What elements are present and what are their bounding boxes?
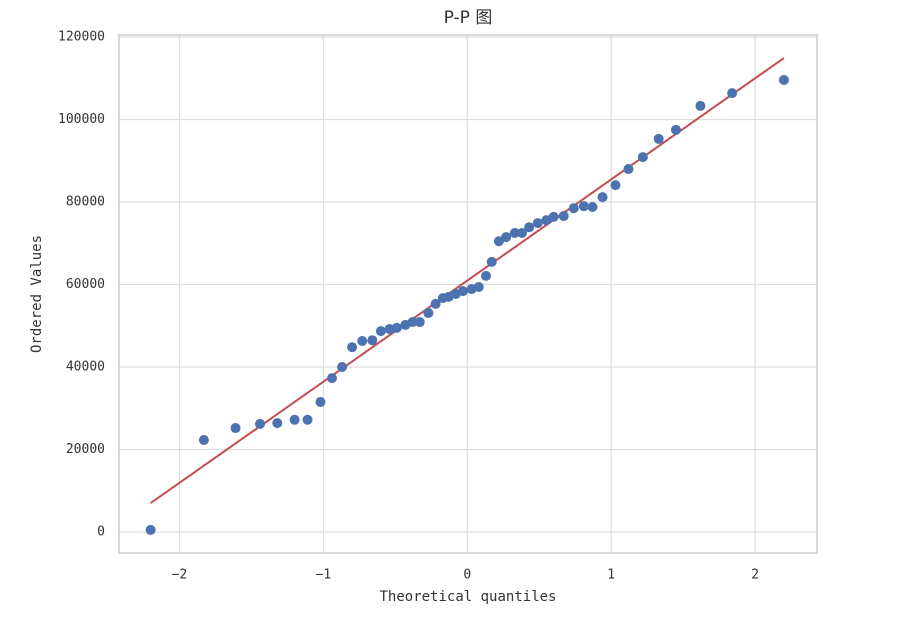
data-point [407,317,418,328]
data-point [230,423,241,434]
chart-title: P-P 图 [444,8,493,28]
data-point [391,322,402,333]
data-point [610,180,621,191]
data-point [695,100,706,111]
data-point [637,152,648,163]
data-point [430,298,441,309]
y-tick-label: 60000 [66,277,105,292]
data-point [653,133,664,144]
data-point [326,373,337,384]
data-point [516,227,527,238]
data-point [302,414,313,425]
data-point [532,218,543,229]
data-point [347,342,358,353]
data-point [623,164,634,175]
data-point [548,211,559,222]
data-point [524,222,535,233]
data-point [486,256,497,267]
x-axis-label: Theoretical quantiles [379,589,556,605]
y-tick-label: 100000 [58,112,105,127]
x-tick-label: −2 [172,568,188,583]
x-tick-label: 0 [463,568,471,583]
plot-frame [118,34,818,554]
data-point [473,281,484,292]
data-point [587,201,598,212]
y-tick-label: 80000 [66,195,105,210]
data-point [778,74,789,85]
data-point [423,307,434,318]
data-point [272,418,283,429]
y-tick-label: 40000 [66,359,105,374]
data-point [145,524,156,535]
data-point [357,336,368,347]
data-point [727,88,738,99]
data-point [315,397,326,408]
data-point [578,201,589,212]
data-point [558,211,569,222]
y-tick-label: 0 [97,524,105,539]
data-point [457,286,468,297]
data-point [367,335,378,346]
x-tick-label: 2 [751,568,759,583]
data-point [509,227,520,238]
y-tick-label: 120000 [58,30,105,45]
data-point [255,418,266,429]
x-tick-label: −1 [316,568,332,583]
data-point [597,192,608,203]
data-point [337,361,348,372]
data-point [289,414,300,425]
data-point [375,326,386,337]
data-point [480,270,491,281]
data-point [501,232,512,243]
data-point [670,124,681,135]
data-point [414,317,425,328]
data-point [198,434,209,445]
y-tick-label: 20000 [66,442,105,457]
data-point [568,203,579,214]
x-tick-label: 1 [607,568,615,583]
y-axis-label: Ordered Values [29,235,45,353]
